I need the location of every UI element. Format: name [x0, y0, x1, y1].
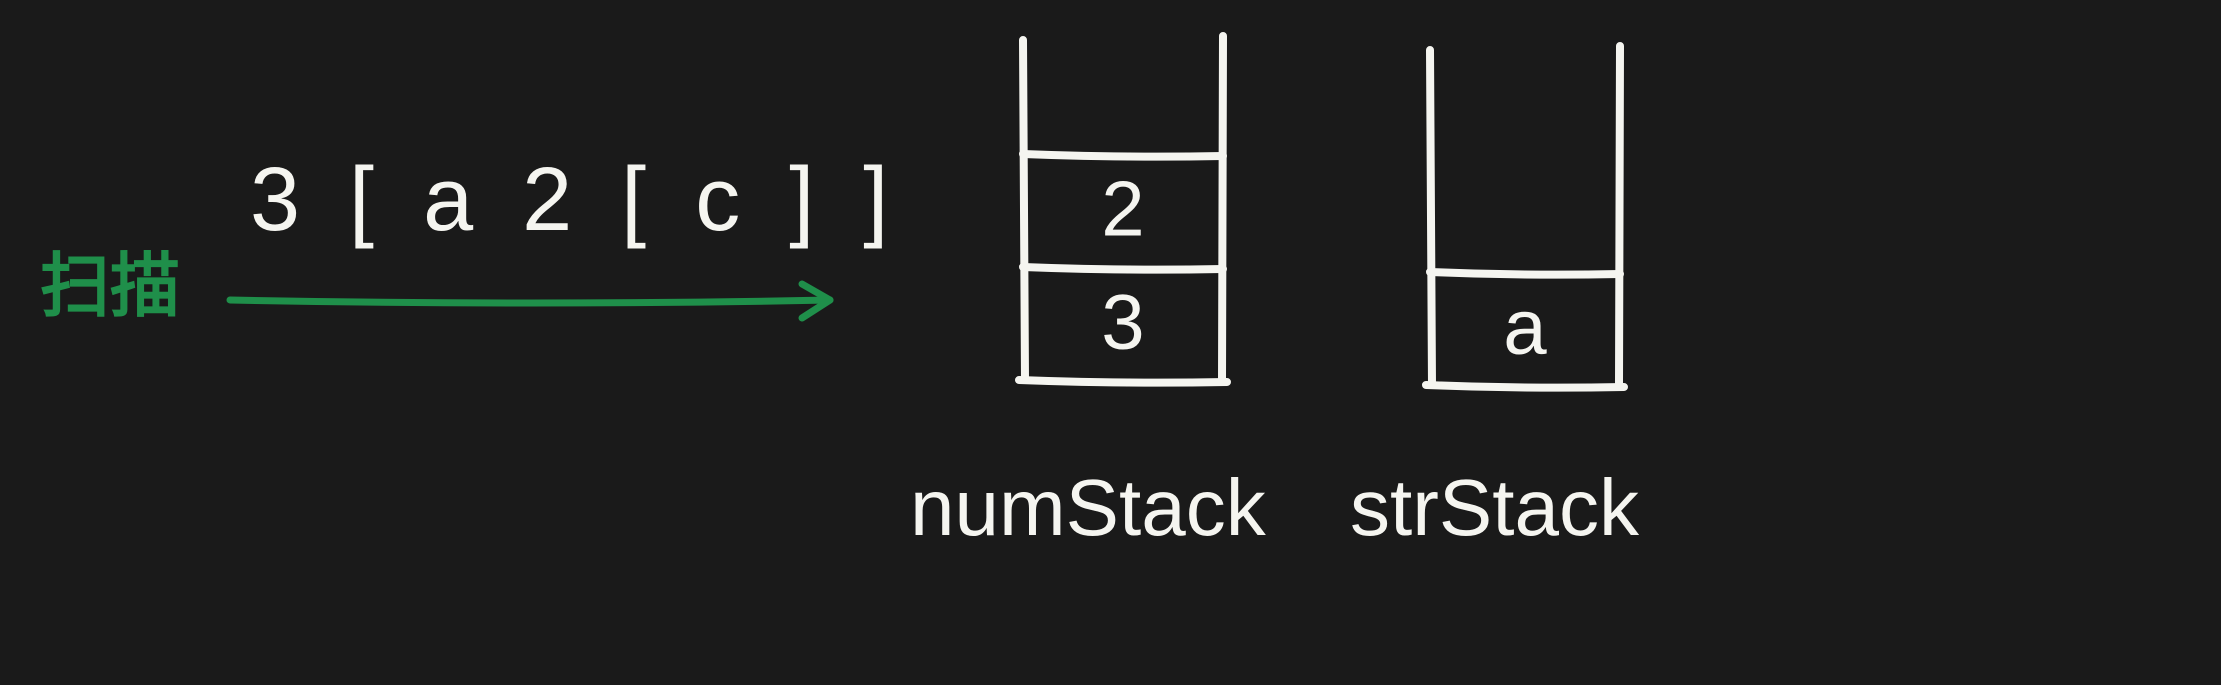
scan-arrow	[230, 284, 830, 318]
scan-label: 扫描	[40, 247, 180, 325]
stacks-group: 2 3 numStack a strStack	[910, 36, 1640, 552]
stack-numStack: 2 3 numStack	[910, 36, 1267, 552]
stack-label: strStack	[1350, 463, 1640, 552]
stack-strStack: a strStack	[1350, 46, 1640, 552]
diagram-canvas: 3 [ a 2 [ c ] ] 扫描 2 3 numStack a strStack	[0, 0, 2221, 685]
stack-cell-value: a	[1503, 282, 1547, 370]
stack-label: numStack	[910, 463, 1267, 552]
stack-cell-value: 3	[1101, 277, 1144, 365]
expression-text: 3 [ a 2 [ c ] ]	[250, 150, 900, 250]
stack-cell-value: 2	[1101, 164, 1144, 252]
